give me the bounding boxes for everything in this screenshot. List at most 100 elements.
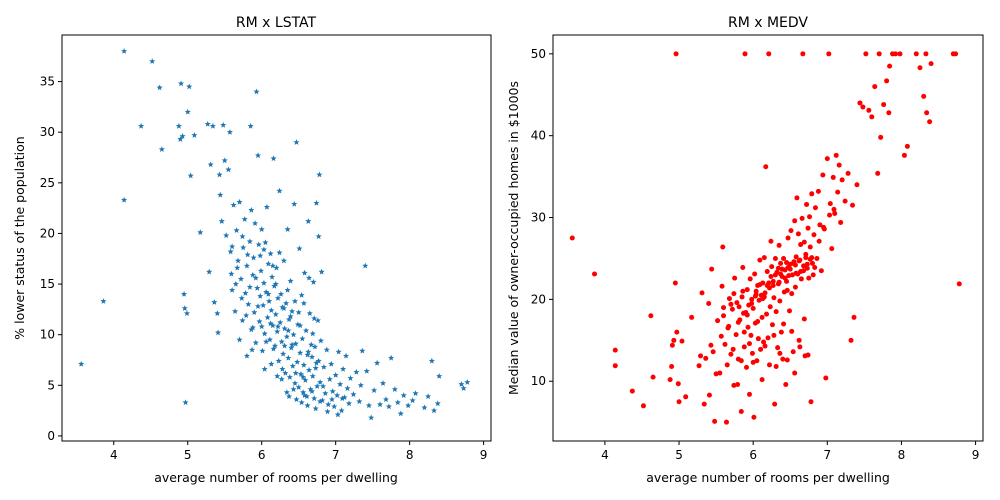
data-point xyxy=(263,203,270,210)
data-point xyxy=(773,309,779,315)
y-tick-label: 35 xyxy=(40,75,55,89)
data-point xyxy=(807,256,813,262)
data-point xyxy=(436,373,443,379)
data-point xyxy=(243,352,250,359)
data-point xyxy=(233,227,240,233)
data-point xyxy=(860,104,866,110)
data-point xyxy=(325,401,332,408)
data-point xyxy=(881,102,887,108)
data-point xyxy=(234,257,242,264)
data-point xyxy=(246,283,253,290)
data-point xyxy=(300,300,307,306)
data-point xyxy=(237,275,245,282)
data-point xyxy=(257,267,265,274)
data-point xyxy=(749,350,755,356)
data-point xyxy=(272,280,279,287)
data-point xyxy=(215,329,222,336)
data-point xyxy=(795,231,801,237)
y-tick-label: 30 xyxy=(40,125,55,139)
data-point xyxy=(750,305,756,311)
data-point xyxy=(698,353,704,359)
data-point xyxy=(269,262,276,269)
data-point xyxy=(956,281,962,287)
data-point xyxy=(318,268,325,275)
data-point xyxy=(252,220,259,226)
data-point xyxy=(650,374,656,380)
data-point xyxy=(275,357,282,364)
data-point xyxy=(238,295,245,301)
data-point xyxy=(306,310,313,317)
data-point xyxy=(293,396,300,403)
data-point xyxy=(334,411,341,418)
data-point xyxy=(770,282,776,288)
data-point xyxy=(296,245,303,252)
data-point xyxy=(923,51,929,57)
data-point xyxy=(400,392,407,399)
data-point xyxy=(699,290,705,296)
data-point xyxy=(784,287,790,293)
data-point xyxy=(347,375,354,381)
data-point xyxy=(308,353,316,360)
data-point xyxy=(761,339,767,345)
data-point xyxy=(236,336,243,343)
data-point xyxy=(184,108,191,115)
data-point xyxy=(255,241,262,248)
data-point xyxy=(722,341,728,347)
data-point xyxy=(328,396,336,403)
data-point xyxy=(197,229,204,236)
data-point xyxy=(216,171,223,178)
data-point xyxy=(789,291,795,297)
data-point xyxy=(721,313,727,319)
data-point xyxy=(299,335,306,342)
data-point xyxy=(810,272,816,278)
data-point xyxy=(766,51,772,57)
plot-frame xyxy=(61,34,492,442)
data-point xyxy=(749,296,755,302)
data-point xyxy=(254,303,262,309)
data-point xyxy=(762,290,768,296)
data-point xyxy=(706,300,712,306)
data-point xyxy=(272,311,279,318)
data-point xyxy=(726,323,732,329)
data-point xyxy=(263,338,270,345)
data-point xyxy=(801,239,807,245)
data-point xyxy=(211,299,218,305)
data-point xyxy=(264,314,271,321)
x-tick-label: 9 xyxy=(972,448,980,462)
data-point xyxy=(715,318,721,324)
data-point xyxy=(696,363,702,369)
data-point xyxy=(752,271,758,277)
data-point xyxy=(258,226,265,232)
data-point xyxy=(371,387,378,393)
data-point xyxy=(245,301,252,307)
data-point xyxy=(712,418,718,424)
data-point xyxy=(260,302,267,308)
data-point xyxy=(776,279,782,285)
data-point xyxy=(809,191,815,197)
data-point xyxy=(425,393,432,400)
data-point xyxy=(805,225,811,231)
y-tick-label: 20 xyxy=(531,292,546,306)
y-tick-label: 40 xyxy=(531,129,546,143)
data-point xyxy=(804,261,810,267)
data-point xyxy=(295,309,302,316)
data-point xyxy=(391,386,398,392)
data-point xyxy=(294,358,301,365)
data-point xyxy=(869,114,875,120)
data-point xyxy=(249,346,256,353)
data-point xyxy=(771,332,777,338)
data-point xyxy=(887,63,893,69)
y-tick-label: 25 xyxy=(40,176,55,190)
data-point xyxy=(260,279,267,286)
data-point xyxy=(100,298,107,304)
data-point xyxy=(175,122,182,129)
data-point xyxy=(339,395,346,402)
data-point xyxy=(320,363,327,370)
data-point xyxy=(240,244,247,251)
data-point xyxy=(875,170,881,176)
data-point xyxy=(177,136,184,142)
data-point xyxy=(731,291,737,297)
data-point xyxy=(280,305,287,311)
data-point xyxy=(674,329,680,335)
data-point xyxy=(761,255,767,261)
